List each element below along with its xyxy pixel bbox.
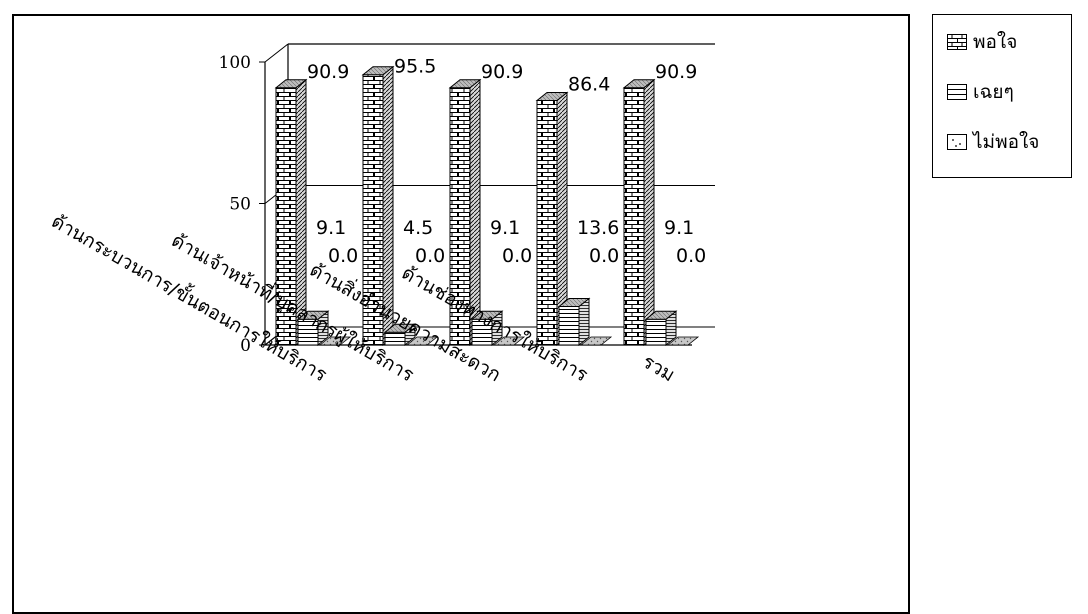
bar-top — [296, 310, 330, 320]
legend: พอใจ เฉยๆ ไม่พอใจ — [932, 14, 1072, 178]
bar-face — [536, 99, 558, 346]
y-tick-label: 0 — [240, 336, 251, 356]
bar-top — [622, 79, 656, 89]
data-label-neutral: 9.1 — [490, 217, 520, 239]
bar-top — [383, 323, 417, 333]
y-tick-label: 50 — [229, 195, 251, 215]
bar-floor — [579, 336, 613, 346]
data-label-satisfied: 90.9 — [307, 61, 349, 83]
data-label-dissatisfied: 0.0 — [502, 245, 532, 267]
data-label-dissatisfied: 0.0 — [589, 245, 619, 267]
bar-floor — [492, 336, 526, 346]
data-label-satisfied: 90.9 — [481, 61, 523, 83]
bar-dissatisfied — [318, 336, 352, 346]
legend-label-satisfied: พอใจ — [973, 31, 1018, 53]
bar-top — [448, 79, 482, 89]
data-label-dissatisfied: 0.0 — [676, 245, 706, 267]
data-label-dissatisfied: 0.0 — [415, 245, 445, 267]
data-label-neutral: 9.1 — [316, 217, 346, 239]
bar-dissatisfied — [579, 336, 613, 346]
legend-swatch-satisfied — [947, 34, 967, 50]
bar-face — [623, 87, 645, 346]
bar-satisfied — [535, 91, 569, 347]
bar-top — [470, 310, 504, 320]
bar-satisfied — [274, 78, 308, 347]
bar-neutral — [296, 310, 330, 347]
data-label-dissatisfied: 0.0 — [328, 245, 358, 267]
bars-layer — [274, 65, 700, 347]
bar-neutral — [383, 323, 417, 347]
bar-chart-3d: 0 50 100 90.9 9.1 0.0 95.5 4.5 0.0 90.9 9.1 0.0 86.… — [48, 43, 715, 387]
bar-face — [384, 331, 406, 346]
bar-neutral — [470, 310, 504, 347]
legend-item-neutral: เฉยๆ — [947, 77, 1014, 107]
legend-label-dissatisfied: ไม่พอใจ — [973, 131, 1040, 153]
category-label: รวม — [639, 351, 679, 387]
bar-dissatisfied — [666, 336, 700, 346]
data-label-satisfied: 90.9 — [655, 61, 697, 83]
chart-frame: 0 50 100 90.9 9.1 0.0 95.5 4.5 0.0 90.9 9.1 0.0 86.… — [12, 14, 910, 614]
bar-top — [557, 298, 591, 308]
legend-swatch-neutral — [947, 84, 967, 100]
legend-item-satisfied: พอใจ — [947, 27, 1017, 57]
data-label-neutral: 9.1 — [664, 217, 694, 239]
bar-neutral — [557, 297, 591, 347]
bar-top — [644, 310, 678, 320]
legend-swatch-dissatisfied — [947, 134, 967, 150]
bar-top — [535, 91, 569, 101]
y-tick-label: 100 — [219, 53, 251, 73]
bar-dissatisfied — [492, 336, 526, 346]
gridline-diag — [264, 43, 289, 63]
bar-face — [645, 318, 667, 346]
bar-top — [274, 79, 308, 89]
bar-top — [361, 66, 395, 76]
bar-satisfied — [361, 65, 395, 347]
bar-side — [643, 78, 655, 347]
bar-dissatisfied — [405, 336, 439, 346]
bar-satisfied — [448, 78, 482, 347]
bar-satisfied — [622, 78, 656, 347]
bar-floor — [318, 336, 352, 346]
data-label-satisfied: 95.5 — [394, 56, 436, 78]
legend-item-dissatisfied: ไม่พอใจ — [947, 127, 1039, 157]
data-label-neutral: 13.6 — [577, 217, 619, 239]
data-label-neutral: 4.5 — [403, 217, 433, 239]
legend-label-neutral: เฉยๆ — [973, 81, 1014, 103]
bar-neutral — [644, 310, 678, 347]
data-label-satisfied: 86.4 — [568, 73, 610, 95]
bar-floor — [405, 336, 439, 346]
bar-face — [558, 306, 580, 346]
bar-floor — [666, 336, 700, 346]
